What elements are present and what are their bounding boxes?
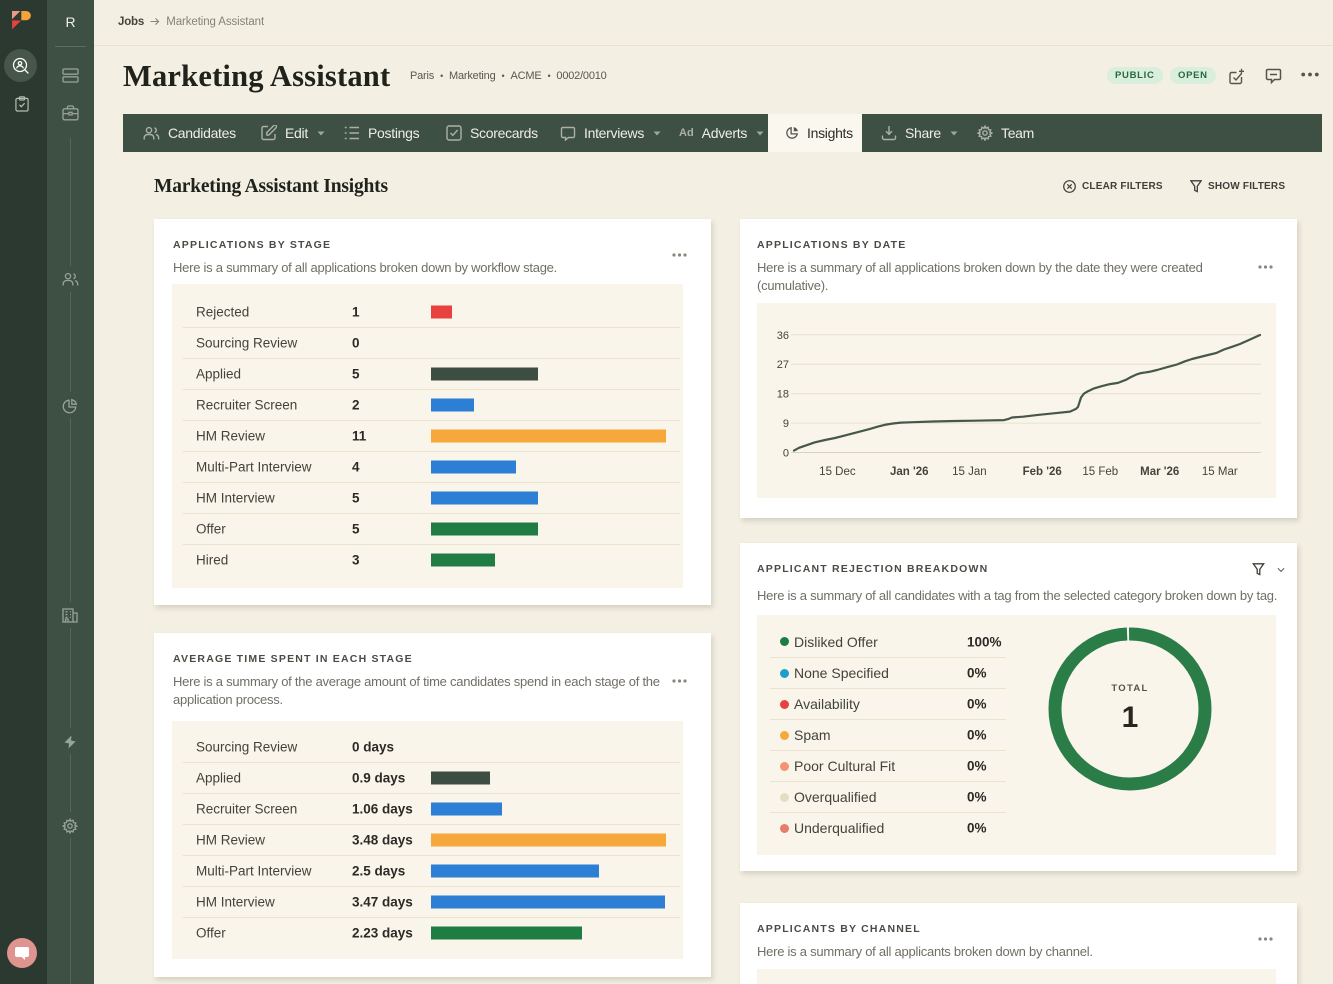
svg-text:18: 18	[777, 389, 789, 401]
svg-text:0: 0	[783, 448, 789, 460]
svg-text:15 Jan: 15 Jan	[952, 466, 987, 478]
svg-text:1: 1	[1122, 701, 1139, 734]
svg-text:TOTAL: TOTAL	[1111, 683, 1148, 694]
svg-text:36: 36	[777, 330, 789, 342]
svg-text:15 Feb: 15 Feb	[1082, 466, 1118, 478]
svg-text:Feb '26: Feb '26	[1023, 466, 1062, 478]
svg-text:9: 9	[783, 418, 789, 430]
svg-text:27: 27	[777, 359, 789, 371]
svg-text:Mar '26: Mar '26	[1140, 466, 1179, 478]
svg-text:Jan '26: Jan '26	[890, 466, 929, 478]
svg-text:15 Mar: 15 Mar	[1202, 466, 1238, 478]
svg-text:15 Dec: 15 Dec	[819, 466, 856, 478]
